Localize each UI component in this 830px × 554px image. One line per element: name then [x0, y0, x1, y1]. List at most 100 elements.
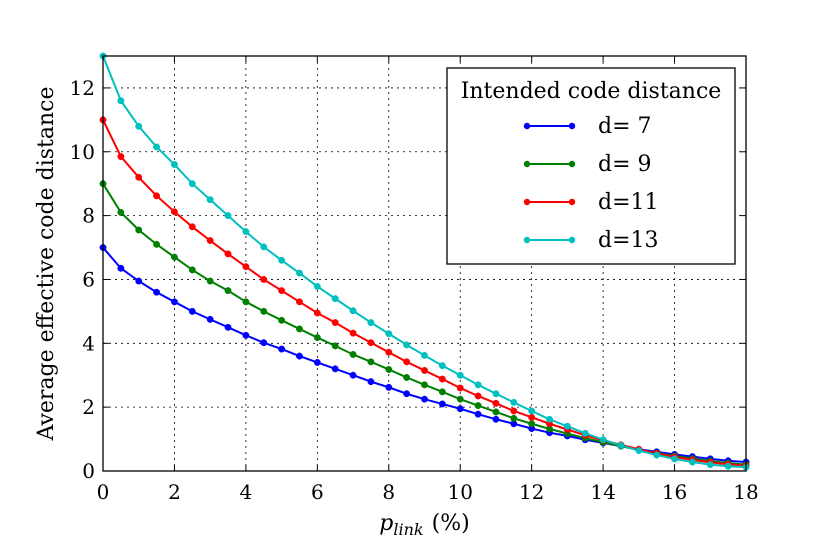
series-point [438, 400, 446, 408]
series-point [403, 341, 411, 349]
series-point [349, 307, 357, 315]
x-tick-label: 8 [382, 480, 395, 504]
series-point [385, 383, 393, 391]
series-point [331, 319, 339, 327]
x-tick-label: 4 [240, 480, 253, 504]
series-point [456, 371, 464, 379]
y-tick-label: 8 [82, 204, 95, 228]
series-point [456, 405, 464, 413]
series-point [510, 407, 518, 415]
legend-marker [568, 160, 576, 168]
series-point [456, 384, 464, 392]
series-point [153, 192, 161, 200]
x-axis-title: plink (%) [379, 511, 469, 539]
series-point [170, 253, 178, 261]
series-point [135, 173, 143, 181]
series-point [135, 277, 143, 285]
x-tick-label: 16 [662, 480, 687, 504]
legend-marker [568, 122, 576, 130]
series-point [242, 331, 250, 339]
series-point [188, 223, 196, 231]
series-point [135, 122, 143, 130]
x-tick-label: 18 [733, 480, 758, 504]
series-point [438, 388, 446, 396]
series-point [117, 208, 125, 216]
series-point [117, 153, 125, 161]
series-point [349, 371, 357, 379]
legend-marker [523, 198, 531, 206]
legend-marker [568, 236, 576, 244]
legend-title: Intended code distance [461, 79, 722, 104]
series-point [528, 420, 536, 428]
series-point [653, 451, 661, 459]
series-point [492, 408, 500, 416]
series-point [367, 319, 375, 327]
y-tick-label: 4 [82, 331, 95, 355]
series-point [170, 208, 178, 216]
series-point [206, 315, 214, 323]
series-point [367, 378, 375, 386]
series-point [385, 330, 393, 338]
series-point [546, 415, 553, 423]
series-point [581, 429, 589, 437]
series-point [617, 442, 625, 449]
series-point [421, 351, 428, 359]
series-point [153, 240, 161, 248]
legend-marker [523, 160, 531, 168]
series-point [313, 334, 321, 342]
series-point [260, 276, 268, 283]
legend: Intended code distance d= 7 d= 9 d=11 d=13 [446, 67, 736, 265]
y-tick-label: 2 [82, 395, 95, 419]
series-point [492, 390, 500, 398]
x-tick-label: 0 [97, 480, 110, 504]
series-point [313, 359, 321, 366]
series-point [474, 410, 482, 418]
series-point [135, 226, 143, 234]
series-point [242, 298, 250, 306]
series-point [474, 381, 482, 389]
y-tick-label: 12 [70, 76, 95, 100]
series-point [385, 366, 393, 373]
series-point [188, 307, 196, 315]
series-point [278, 287, 286, 295]
series-point [510, 398, 518, 406]
series-point [385, 348, 393, 356]
series-point [206, 277, 214, 285]
series-point [367, 358, 375, 366]
series-point [421, 381, 428, 389]
series-point [117, 97, 125, 105]
legend-marker [523, 236, 531, 244]
series-point [296, 298, 303, 306]
series-point [599, 436, 607, 444]
series-point [260, 243, 268, 251]
series-point [456, 395, 464, 403]
y-axis-title: Average effective code distance [34, 86, 59, 441]
series-point [528, 413, 536, 421]
series-point [349, 351, 357, 358]
legend-box [446, 67, 736, 265]
series-point [403, 358, 411, 366]
legend-entries: d= 7 d= 9 d=11 d=13 [523, 114, 659, 253]
series-point [170, 298, 178, 306]
series-point [331, 365, 339, 373]
legend-marker [568, 198, 576, 206]
series-point [671, 455, 679, 463]
series-point [349, 329, 357, 337]
y-tick-label: 0 [82, 459, 95, 483]
series-point [438, 362, 446, 370]
x-tick-label: 12 [519, 480, 544, 504]
series-point [724, 462, 732, 470]
series-point [206, 196, 214, 204]
ticks [102, 56, 747, 472]
series-point [224, 287, 232, 295]
series-point [224, 212, 232, 220]
legend-label: d= 9 [598, 152, 652, 177]
series-point [188, 180, 196, 188]
tick-labels: 0 2 4 6 8 10 12 14 16 18 0 2 4 6 8 10 12 [70, 76, 759, 504]
series-point [260, 339, 268, 347]
series-point [528, 407, 536, 415]
series-point [492, 399, 500, 407]
series-point [224, 250, 232, 258]
x-tick-label: 2 [168, 480, 181, 504]
